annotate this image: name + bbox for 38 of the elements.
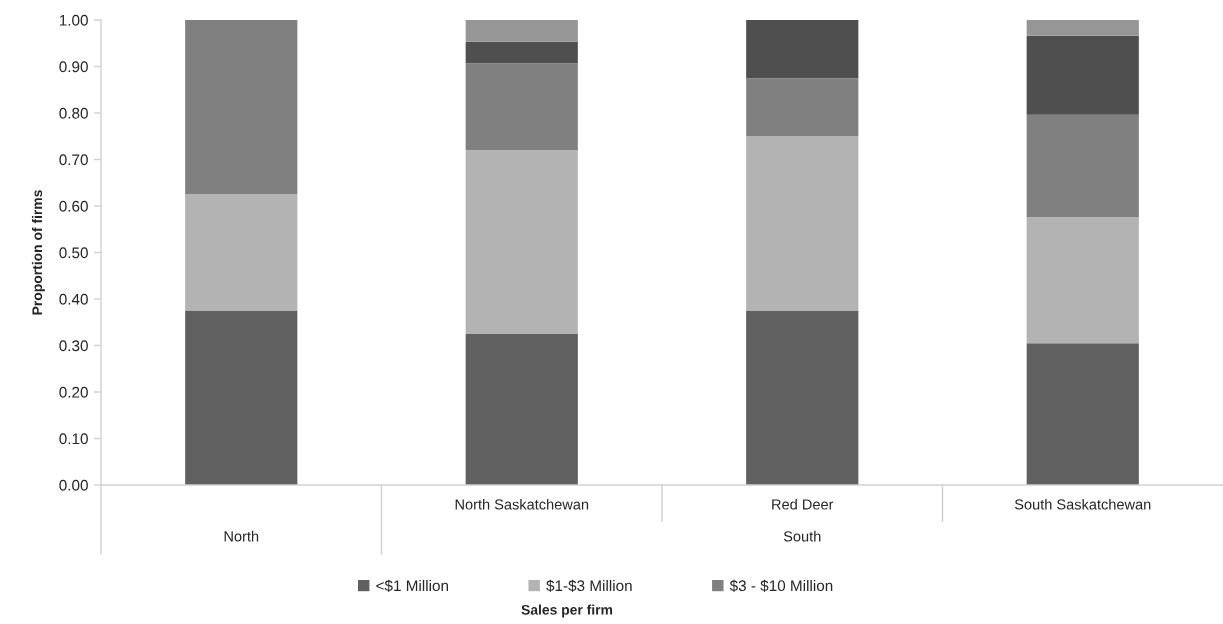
bar <box>746 20 859 79</box>
y-axis-title: Proportion of firms <box>31 190 45 315</box>
text: North <box>224 530 259 542</box>
x-tick-label: South Saskatchewan <box>1014 498 1151 510</box>
x-tick-label: Red Deer <box>772 498 834 510</box>
bar <box>746 78 859 137</box>
bar <box>465 150 578 334</box>
bar <box>1026 343 1139 485</box>
y-tick-label: 0.20 <box>59 386 88 398</box>
y-tick-label: 0.70 <box>59 154 88 166</box>
y-tick-label: 0.80 <box>59 107 88 119</box>
bar <box>1026 217 1139 344</box>
bar <box>746 136 859 311</box>
y-tick-label: 1.00 <box>59 14 88 26</box>
bar <box>746 310 859 485</box>
legend-title: Sales per firm <box>521 604 613 618</box>
y-tick-label: 0.50 <box>59 247 88 259</box>
legend-label: $3 - $10 Million <box>729 579 833 593</box>
bar <box>185 310 298 485</box>
y-tick-label: 0.40 <box>59 293 88 305</box>
bar <box>1026 20 1139 36</box>
legend-label: <$1 Million <box>376 579 449 593</box>
x-tick-label: North Saskatchewan <box>455 498 589 510</box>
bar <box>185 194 298 311</box>
bar <box>1026 35 1139 115</box>
bar <box>1026 114 1139 218</box>
bar <box>465 333 578 485</box>
y-tick-label: 0.60 <box>59 200 88 212</box>
bar <box>465 41 578 64</box>
y-tick-label: 0.10 <box>59 433 88 445</box>
bar <box>465 20 578 42</box>
y-tick-label: 0.00 <box>59 479 88 491</box>
y-tick-label: 0.30 <box>59 340 88 352</box>
bar <box>465 63 578 151</box>
bar <box>185 20 298 195</box>
y-tick-label: 0.90 <box>59 61 88 73</box>
text: South <box>783 530 821 542</box>
legend-label: $1-$3 Million <box>546 579 632 593</box>
